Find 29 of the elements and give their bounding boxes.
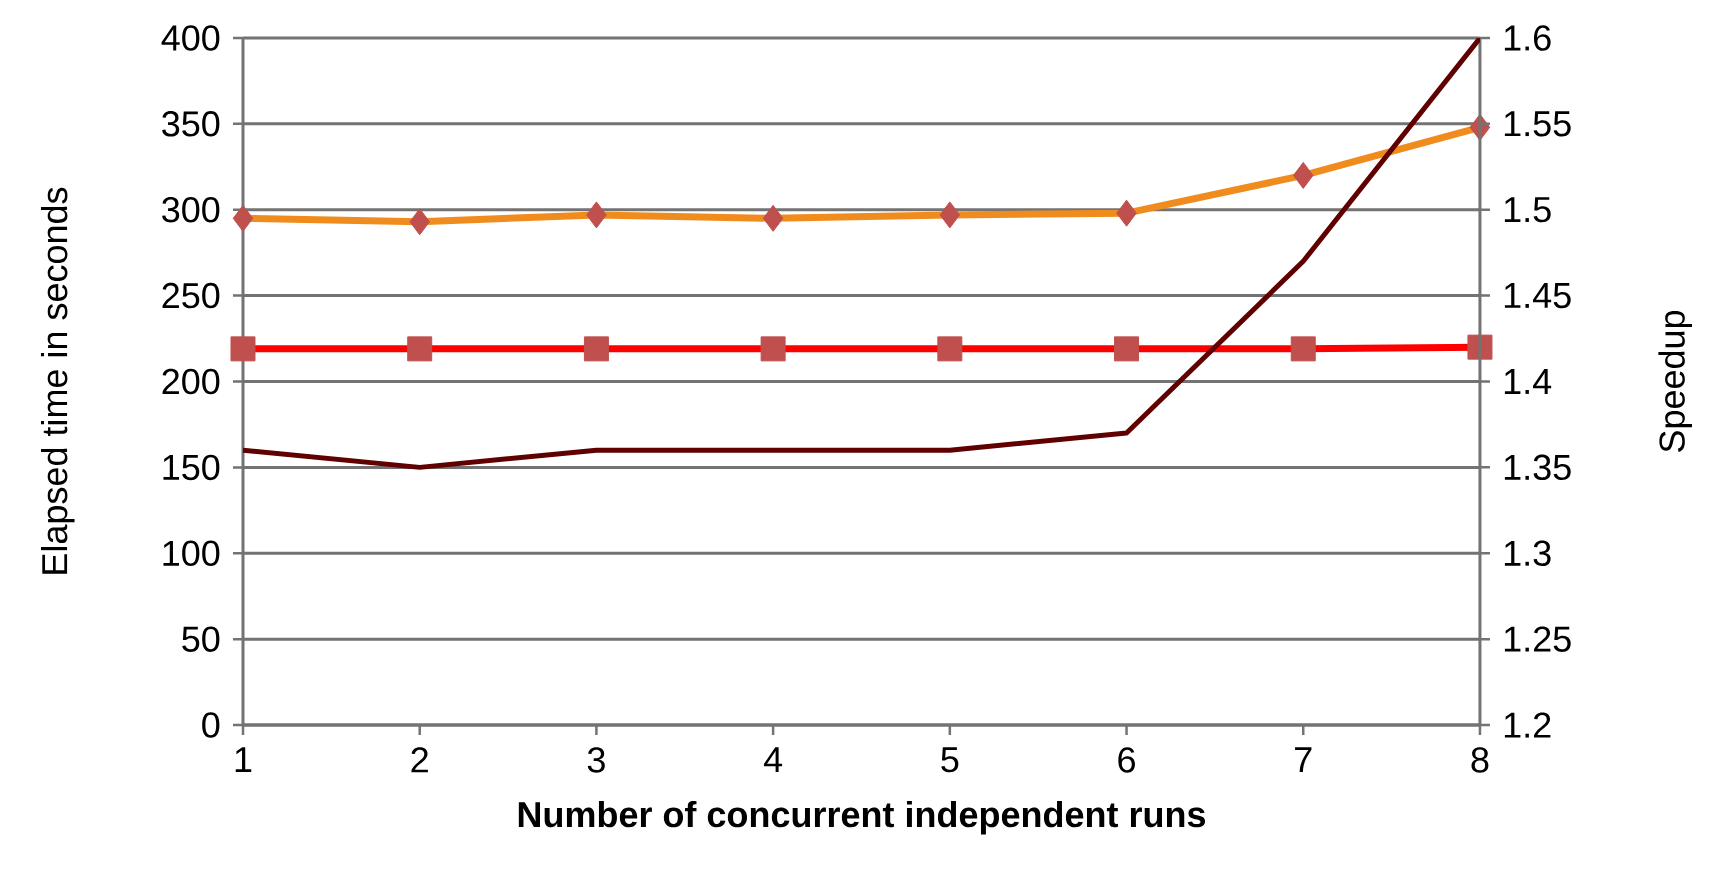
y-tick-label: 50 bbox=[182, 626, 220, 652]
x-axis-title: Number of concurrent independent runs bbox=[518, 800, 1206, 835]
x-tick-label: 4 bbox=[763, 747, 783, 772]
y-tick-label: 400 bbox=[161, 25, 220, 51]
y2-tick-label: 1.3 bbox=[1504, 540, 1551, 566]
x-tick-label: 8 bbox=[1471, 747, 1489, 773]
y2-tick-label: 1.5 bbox=[1504, 197, 1551, 223]
y2-tick-label: 1.25 bbox=[1504, 626, 1571, 652]
x-tick-label: 2 bbox=[411, 747, 428, 773]
x-tick-label: 3 bbox=[587, 747, 605, 773]
y2-tick-label: 1.35 bbox=[1504, 454, 1571, 481]
y2-axis-title: Speedup bbox=[1658, 310, 1692, 452]
y-tick-label: 300 bbox=[162, 197, 220, 223]
y-tick-label: 150 bbox=[163, 454, 220, 481]
x-tick-label: 5 bbox=[941, 747, 959, 773]
y2-tick-label: 1.4 bbox=[1504, 369, 1552, 394]
y-tick-label: 250 bbox=[162, 282, 220, 309]
x-tick-label: 1 bbox=[235, 747, 252, 772]
y-tick-label: 200 bbox=[162, 368, 220, 395]
x-tick-label: 7 bbox=[1295, 747, 1312, 772]
y-axis-title: Elapsed time in seconds bbox=[40, 187, 75, 574]
x-tick-label: 6 bbox=[1118, 747, 1135, 773]
y-tick-label: 0 bbox=[202, 712, 220, 738]
y-tick-label: 100 bbox=[163, 540, 220, 566]
y2-tick-label: 1.45 bbox=[1504, 283, 1571, 309]
y2-tick-label: 1.55 bbox=[1504, 111, 1571, 137]
y2-tick-label: 1.2 bbox=[1504, 712, 1551, 738]
y-tick-label: 350 bbox=[162, 111, 220, 137]
y2-tick-label: 1.6 bbox=[1504, 25, 1551, 51]
